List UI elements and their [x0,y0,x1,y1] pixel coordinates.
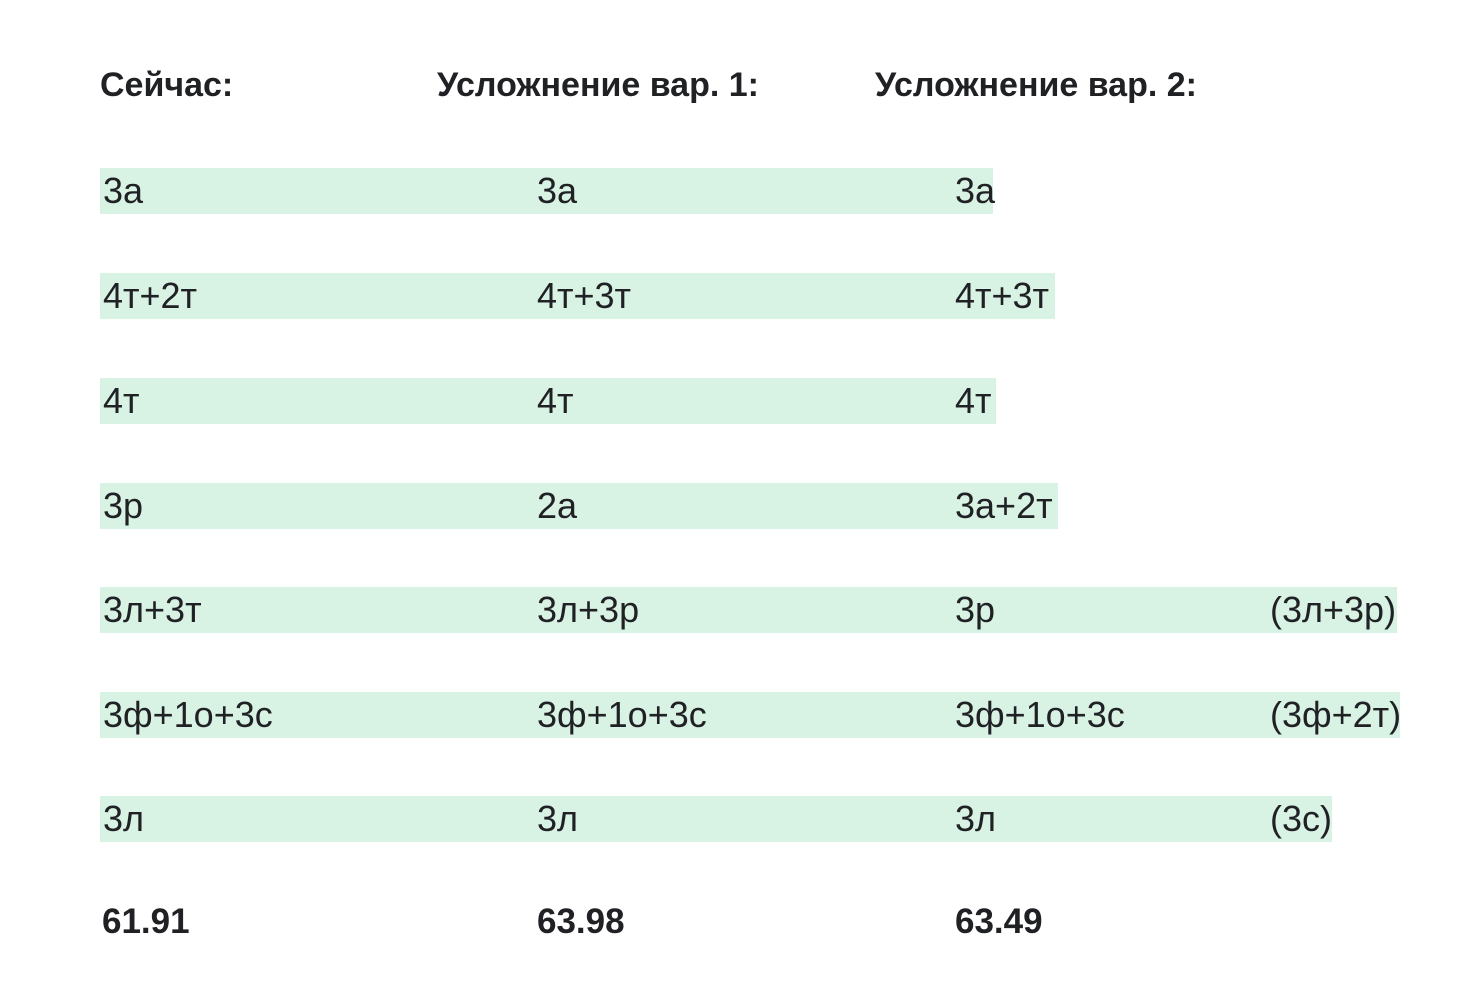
header-now: Сейчас: [100,66,234,104]
cell-var1: 3л+3р [537,589,640,630]
cell-var1: 2а [537,485,578,526]
cell-var1: 3а [537,170,578,211]
cell-now: 4т [103,380,140,421]
cell-var2: 3л [955,798,997,839]
cell-now: 3а [103,170,144,211]
row-highlight [100,587,1397,633]
row-highlight [100,378,996,424]
row-highlight [100,273,1055,319]
cell-now: 3л [103,798,145,839]
cell-var1: 3л [537,798,579,839]
cell-var1: 4т [537,380,574,421]
cell-var2: 3а+2т [955,485,1053,526]
cell-var2: 4т+3т [955,275,1050,316]
total-now: 61.91 [102,902,190,941]
cell-var1: 4т+3т [537,275,632,316]
cell-extra: (3с) [1270,798,1332,839]
cell-var1: 3ф+1о+3с [537,694,707,735]
row-highlight [100,796,1332,842]
cell-now: 3ф+1о+3с [103,694,273,735]
cell-var2: 3а [955,170,996,211]
row-highlight [100,483,1058,529]
row-highlight [100,692,1400,738]
cell-var2: 3р [955,589,996,630]
total-variant1: 63.98 [537,902,625,941]
header-variant2: Усложнение вар. 2: [875,66,1197,104]
cell-now: 3р [103,485,144,526]
cell-extra: (3ф+2т) [1270,694,1402,735]
cell-now: 4т+2т [103,275,198,316]
row-highlight [100,168,993,214]
cell-extra: (3л+3р) [1270,589,1397,630]
cell-var2: 3ф+1о+3с [955,694,1125,735]
cell-now: 3л+3т [103,589,202,630]
cell-var2: 4т [955,380,992,421]
total-variant2: 63.49 [955,902,1043,941]
header-variant1: Усложнение вар. 1: [437,66,759,104]
